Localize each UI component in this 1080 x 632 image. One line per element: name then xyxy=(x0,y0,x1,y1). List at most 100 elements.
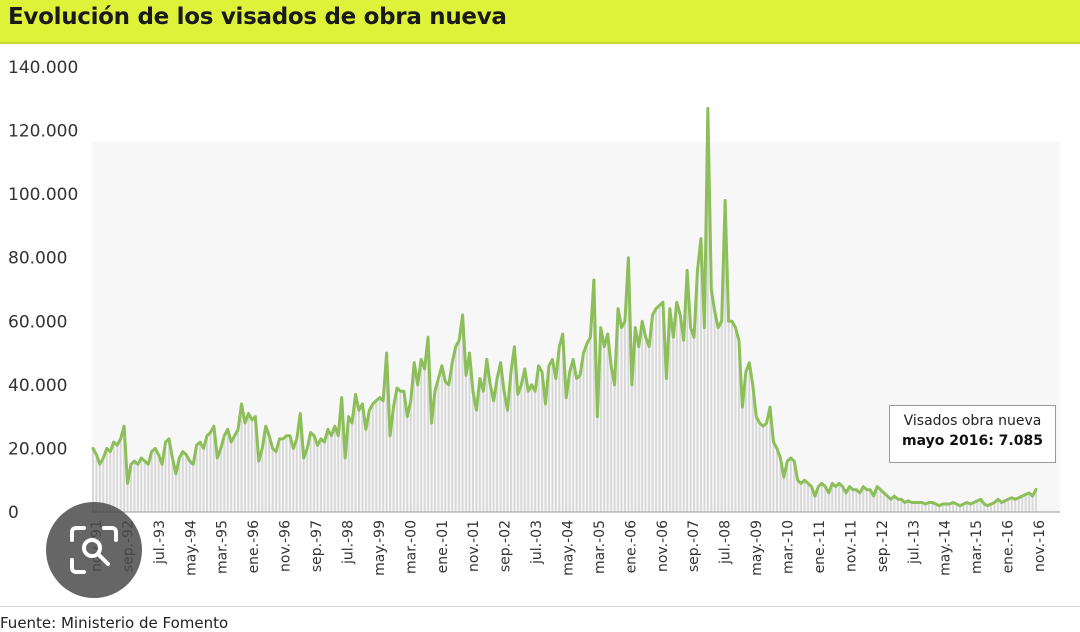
data-point xyxy=(534,390,537,393)
data-point xyxy=(99,463,102,466)
data-bar xyxy=(447,384,450,512)
data-bar xyxy=(423,368,426,512)
data-point xyxy=(817,485,820,488)
data-bar xyxy=(330,435,333,512)
data-point xyxy=(706,107,709,110)
data-point xyxy=(993,501,996,504)
data-bar xyxy=(568,372,571,512)
data-bar xyxy=(181,451,184,512)
data-bar xyxy=(288,435,291,512)
data-point xyxy=(1017,496,1020,499)
data-bar xyxy=(320,438,322,512)
data-point xyxy=(447,383,450,386)
data-point xyxy=(972,501,975,504)
data-bar xyxy=(938,505,941,512)
data-bar xyxy=(154,448,157,512)
data-point xyxy=(361,403,364,406)
data-bar xyxy=(1035,489,1037,512)
data-point xyxy=(171,457,174,460)
data-point xyxy=(665,377,668,380)
data-bar xyxy=(209,432,212,512)
data-bar xyxy=(810,486,813,512)
data-point xyxy=(551,358,554,361)
data-bar xyxy=(755,416,758,512)
data-point xyxy=(402,390,405,393)
data-point xyxy=(375,399,378,402)
data-bar xyxy=(1007,499,1010,512)
data-bar xyxy=(409,400,412,512)
data-point xyxy=(530,383,533,386)
data-point xyxy=(358,409,361,412)
data-point xyxy=(434,390,437,393)
data-bar xyxy=(696,270,699,512)
x-tick-label: jul.-03 xyxy=(529,520,545,565)
x-tick-label: jul.-93 xyxy=(152,520,168,565)
data-point xyxy=(137,463,140,466)
data-bar xyxy=(703,327,706,512)
data-point xyxy=(188,460,191,463)
data-point xyxy=(102,457,105,460)
data-point xyxy=(865,488,868,491)
data-point xyxy=(503,390,506,393)
data-bar xyxy=(744,372,747,512)
data-point xyxy=(254,415,257,418)
data-bar xyxy=(586,343,588,512)
data-point xyxy=(575,377,578,380)
data-point xyxy=(430,422,433,425)
y-tick-label: 120.000 xyxy=(8,122,78,142)
data-bar xyxy=(927,502,930,512)
data-bar xyxy=(244,423,246,512)
data-bar xyxy=(1031,496,1034,512)
data-point xyxy=(164,441,167,444)
x-tick-label: sep.-07 xyxy=(686,520,702,572)
data-point xyxy=(610,364,613,367)
data-bar xyxy=(869,489,872,512)
data-point xyxy=(983,503,986,506)
data-point xyxy=(979,498,982,501)
x-tick-label: sep.-97 xyxy=(309,520,325,572)
data-bar xyxy=(430,423,433,512)
data-bar xyxy=(976,500,979,513)
data-point xyxy=(116,444,119,447)
data-bar xyxy=(216,457,219,512)
data-bar xyxy=(662,302,664,512)
data-point xyxy=(537,364,540,367)
data-point xyxy=(997,498,1000,501)
data-bar xyxy=(872,496,875,512)
data-bar xyxy=(1017,497,1020,512)
data-point xyxy=(416,383,419,386)
data-point xyxy=(624,320,627,323)
data-point xyxy=(620,326,623,329)
data-point xyxy=(758,422,761,425)
data-bar xyxy=(358,410,360,512)
image-search-button[interactable] xyxy=(46,502,142,598)
data-point xyxy=(105,447,108,450)
x-tick-label: ene.-96 xyxy=(246,520,262,574)
data-point xyxy=(489,383,492,386)
data-bar xyxy=(817,486,820,512)
data-bar xyxy=(237,429,240,512)
data-bar xyxy=(945,504,948,512)
data-point xyxy=(876,485,879,488)
data-bar xyxy=(554,378,557,512)
data-point xyxy=(579,374,582,377)
data-bar xyxy=(921,502,923,512)
data-bar xyxy=(292,448,295,512)
data-bar xyxy=(910,502,913,512)
data-bar xyxy=(858,492,861,512)
x-tick-label: mar.-95 xyxy=(215,520,231,574)
data-bar xyxy=(254,416,257,512)
data-bar xyxy=(461,314,464,512)
data-point xyxy=(209,431,212,434)
data-bar xyxy=(907,500,910,513)
data-bar xyxy=(364,429,367,512)
data-point xyxy=(765,422,768,425)
data-point xyxy=(364,428,367,431)
data-bar xyxy=(914,502,917,512)
data-point xyxy=(541,371,544,374)
data-point xyxy=(326,428,329,431)
data-point xyxy=(320,437,323,440)
data-bar xyxy=(917,502,920,512)
data-point xyxy=(668,307,671,310)
data-bar xyxy=(845,492,847,512)
